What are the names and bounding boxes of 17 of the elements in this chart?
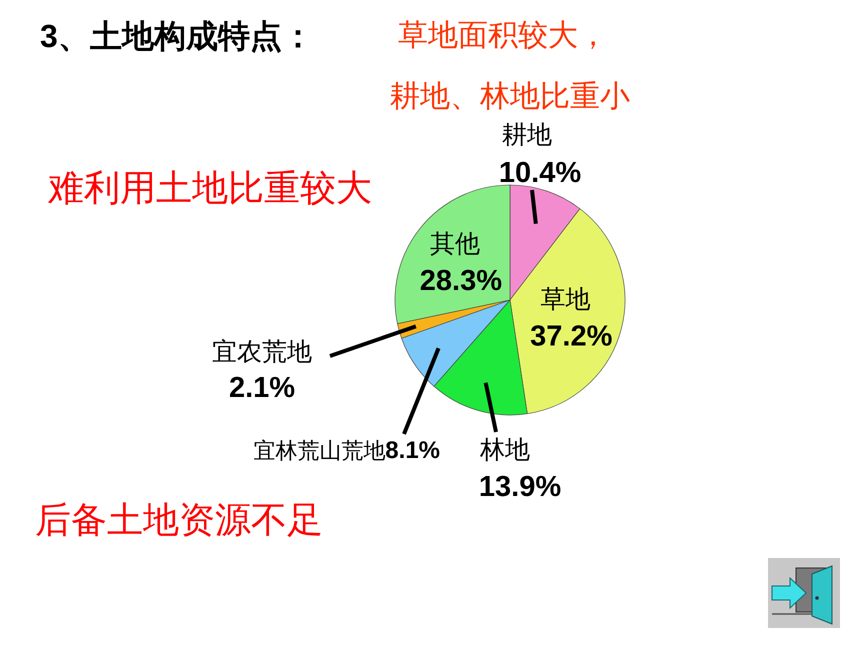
text: 难利用土地比重较大 — [47, 167, 372, 208]
data-label: 8.1% — [385, 437, 440, 464]
slice-label: 林地 — [479, 436, 530, 464]
slice-label: 其他 — [430, 230, 480, 258]
slice-label: 耕地 — [502, 121, 552, 149]
chart-title: 3、土地构成特点： — [40, 18, 314, 54]
slice-label: 草地 — [540, 286, 590, 314]
data-label: 2.1% — [228, 372, 296, 404]
data-label: 10.4% — [498, 157, 582, 189]
text: 耕地、林地比重小 — [390, 80, 630, 113]
slice-label: 宜林荒山荒地 — [253, 438, 386, 463]
data-label: 28.3% — [420, 265, 502, 298]
slice-label: 宜农荒地 — [212, 338, 312, 366]
data-label: 13.9% — [478, 471, 562, 503]
data-label: 37.2% — [530, 320, 613, 353]
text: 后备土地资源不足 — [35, 499, 323, 540]
text: 草地面积较大， — [398, 19, 608, 52]
